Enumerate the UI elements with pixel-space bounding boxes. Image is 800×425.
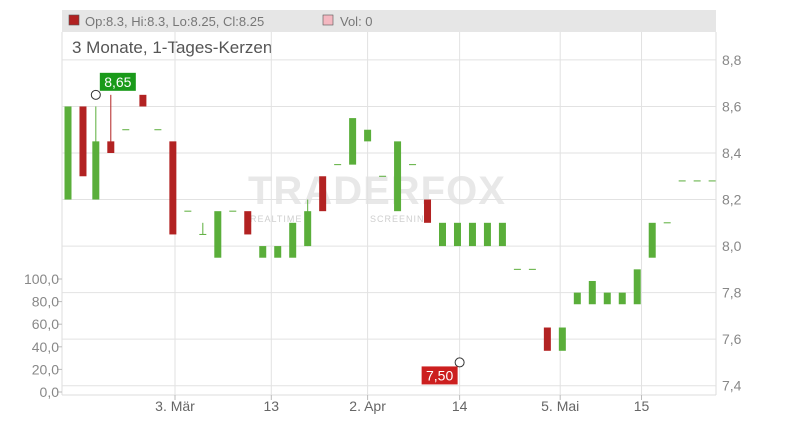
legend-band — [62, 10, 716, 32]
volume-tick-label: 20,0 — [32, 361, 59, 377]
candle-body — [92, 141, 100, 200]
max-badge-box — [99, 72, 136, 91]
max-badge-label: 8,65 — [104, 74, 131, 90]
volume-tick-label: 80,0 — [32, 294, 59, 310]
candles-layer — [64, 94, 716, 351]
badge-layer: 8,65 7,50 — [90, 72, 465, 385]
candle-body — [424, 199, 432, 223]
time-tick-label: 2. Apr — [349, 398, 386, 414]
price-tick-label: 8,4 — [722, 145, 742, 161]
candle-body — [573, 292, 581, 305]
volume-tick-label: 40,0 — [32, 339, 59, 355]
candle-body — [169, 141, 177, 235]
price-tick-label: 7,6 — [722, 331, 742, 347]
candle-body — [439, 222, 446, 247]
watermark-tagline-right: SCREENING — [370, 214, 433, 224]
volume-tick-label: 0,0 — [40, 384, 60, 400]
candle-body — [543, 327, 551, 351]
price-tick-label: 8,6 — [722, 98, 742, 114]
time-tick-label: 15 — [634, 398, 650, 414]
min-badge-box — [421, 366, 458, 385]
candle-body — [64, 106, 72, 200]
min-badge-label: 7,50 — [426, 367, 453, 383]
volume-legend-text: Vol: 0 — [340, 14, 373, 29]
volume-swatch-icon — [322, 14, 334, 26]
candle-body — [274, 246, 282, 258]
candle-body — [349, 118, 357, 165]
ohlc-legend-text: Op:8.3, Hi:8.3, Lo:8.25, Cl:8.25 — [85, 14, 264, 29]
time-tick-label: 5. Mai — [541, 398, 579, 414]
candle-body — [364, 129, 372, 142]
time-tick-label: 3. Mär — [155, 398, 195, 414]
ohlc-swatch-icon — [68, 14, 80, 26]
candle-body — [603, 292, 611, 305]
candle-body — [588, 280, 596, 305]
max-marker-icon — [90, 89, 101, 100]
volume-tick-label: 60,0 — [32, 316, 59, 332]
chart-subtitle: 3 Monate, 1-Tages-Kerzen — [72, 38, 272, 57]
candle-body — [648, 222, 656, 258]
price-tick-label: 8,8 — [722, 52, 742, 68]
candle-body — [79, 106, 87, 177]
candle-body — [468, 222, 476, 247]
candle-body — [244, 211, 252, 235]
price-tick-label: 7,8 — [722, 285, 742, 301]
candle-body — [214, 211, 222, 258]
candle-body — [289, 222, 297, 258]
candle-body — [453, 222, 461, 247]
candle-body — [304, 211, 312, 247]
candle-body — [498, 222, 506, 247]
watermark-tagline-left: REALTIME — [250, 214, 302, 224]
price-tick-label: 8,2 — [722, 192, 742, 208]
candle-body — [107, 141, 115, 153]
candle-body — [139, 94, 147, 107]
time-tick-label: 14 — [452, 398, 468, 414]
candle-body — [618, 292, 626, 305]
volume-tick-label: 100,0 — [24, 271, 59, 287]
candle-body — [394, 141, 402, 212]
min-marker-icon — [454, 357, 465, 368]
time-tick-label: 13 — [264, 398, 280, 414]
candle-body — [259, 246, 267, 258]
candle-body — [319, 176, 327, 212]
price-tick-label: 8,0 — [722, 238, 742, 254]
candle-body — [633, 269, 641, 305]
candle-body — [558, 327, 566, 351]
candle-body — [483, 222, 491, 247]
price-tick-label: 7,4 — [722, 378, 742, 394]
axis-layer: 8,8 8,6 8,4 8,2 8,0 7,8 7,6 7,4 100,0 80,0 60,0 40,… — [24, 52, 742, 414]
watermark-brand: TRADERFOX — [248, 169, 506, 213]
